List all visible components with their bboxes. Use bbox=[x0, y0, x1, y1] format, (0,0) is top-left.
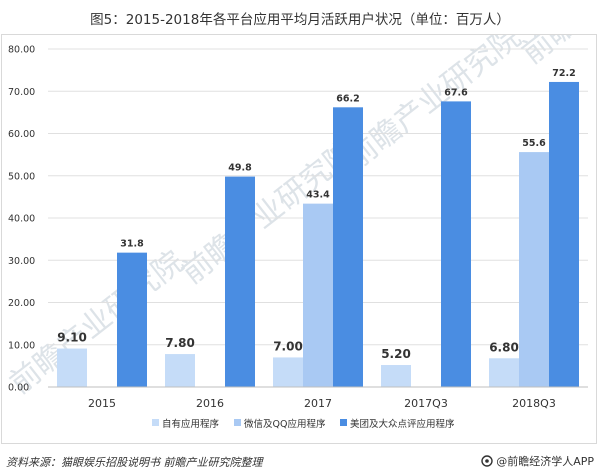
x-tick-label: 2017Q3 bbox=[404, 397, 448, 410]
y-tick-label: 50.00 bbox=[8, 171, 35, 182]
x-tick-label: 2017 bbox=[304, 397, 332, 410]
bar bbox=[273, 357, 303, 387]
bar bbox=[549, 81, 579, 387]
bar bbox=[519, 152, 549, 387]
y-tick-label: 60.00 bbox=[8, 129, 35, 140]
data-label: 72.2 bbox=[552, 68, 575, 79]
bar bbox=[165, 354, 195, 387]
y-tick-label: 10.00 bbox=[8, 340, 35, 351]
data-label: 43.4 bbox=[306, 190, 330, 201]
watermark-text: 前瞻产业研究院 bbox=[340, 35, 527, 176]
legend-label: 微信及QQ应用程序 bbox=[244, 418, 326, 430]
y-tick-label: 40.00 bbox=[8, 214, 35, 225]
legend-swatch bbox=[340, 419, 347, 426]
watermark-text: 前瞻产业研究院 bbox=[515, 35, 596, 71]
source-note: 资料来源：猫眼娱乐招股说明书 前瞻产业研究院整理 bbox=[6, 456, 263, 469]
y-tick-label: 30.00 bbox=[8, 256, 35, 267]
data-label: 7.00 bbox=[273, 339, 303, 353]
data-label: 5.20 bbox=[381, 347, 411, 361]
legend-label: 自有应用程序 bbox=[162, 418, 220, 430]
brand-text: @前瞻经济学人APP bbox=[496, 455, 594, 468]
y-tick-label: 0.00 bbox=[8, 383, 29, 394]
bar bbox=[381, 365, 411, 387]
data-label: 66.2 bbox=[336, 93, 359, 104]
bar bbox=[117, 252, 147, 387]
bar bbox=[57, 348, 87, 387]
footer: 资料来源：猫眼娱乐招股说明书 前瞻产业研究院整理 @前瞻经济学人APP bbox=[0, 446, 600, 476]
chart-frame: 前瞻产业研究院前瞻产业研究院前瞻产业研究院前瞻产业研究院0.0010.0020.… bbox=[1, 34, 597, 444]
data-label: 55.6 bbox=[522, 138, 546, 149]
bar bbox=[441, 101, 471, 387]
bar bbox=[333, 107, 363, 388]
data-label: 7.80 bbox=[165, 336, 195, 350]
x-tick-label: 2016 bbox=[196, 397, 224, 410]
x-tick-label: 2018Q3 bbox=[512, 397, 556, 410]
y-tick-label: 20.00 bbox=[8, 298, 35, 309]
data-label: 67.6 bbox=[444, 87, 468, 98]
bar bbox=[489, 358, 519, 387]
bar-chart: 前瞻产业研究院前瞻产业研究院前瞻产业研究院前瞻产业研究院0.0010.0020.… bbox=[3, 35, 596, 430]
y-tick-label: 80.00 bbox=[8, 45, 35, 56]
data-label: 6.80 bbox=[489, 340, 519, 354]
legend-label: 美团及大众点评应用程序 bbox=[350, 418, 455, 430]
watermark-text: 前瞻产业研究院 bbox=[3, 244, 190, 401]
brand-logo-icon bbox=[481, 455, 493, 467]
legend-swatch bbox=[152, 419, 159, 426]
legend-swatch bbox=[234, 419, 241, 426]
chart-title: 图5：2015-2018年各平台应用平均月活跃用户状况（单位：百万人） bbox=[90, 12, 510, 28]
brand-credit: @前瞻经济学人APP bbox=[481, 453, 594, 469]
data-label: 9.10 bbox=[57, 331, 87, 345]
bar bbox=[303, 203, 333, 387]
y-tick-label: 70.00 bbox=[8, 87, 35, 98]
data-label: 31.8 bbox=[120, 239, 144, 250]
data-label: 49.8 bbox=[228, 163, 252, 174]
bar bbox=[225, 176, 255, 387]
x-tick-label: 2015 bbox=[88, 397, 116, 410]
